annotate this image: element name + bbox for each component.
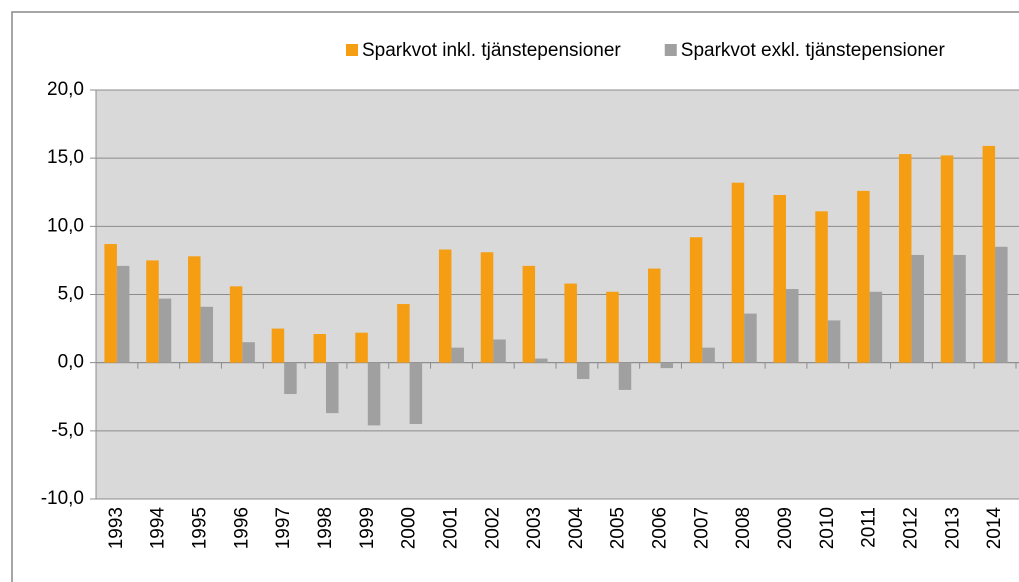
bar	[815, 211, 828, 363]
bar	[606, 291, 619, 363]
bar	[689, 237, 703, 363]
legend-swatch	[664, 44, 677, 56]
bar	[451, 347, 464, 363]
bar	[953, 254, 966, 363]
bar	[367, 362, 381, 426]
bar	[242, 342, 255, 363]
bar	[188, 256, 201, 363]
y-tick-label: -5,0	[51, 420, 84, 441]
bar	[786, 289, 799, 363]
bar	[660, 362, 674, 369]
bar	[773, 194, 786, 363]
bar	[857, 190, 870, 363]
x-tick-label: 2009	[775, 507, 796, 549]
x-tick-label: 2006	[650, 507, 671, 549]
x-tick-label: 1996	[231, 507, 252, 549]
bar	[271, 328, 285, 363]
bar	[576, 362, 590, 380]
x-tick-label: 2014	[984, 507, 1005, 550]
x-tick-label: 1995	[190, 507, 211, 549]
bar	[409, 362, 423, 425]
bar	[326, 362, 339, 414]
bar	[982, 145, 996, 363]
bar	[229, 286, 243, 363]
legend-swatch	[346, 44, 358, 56]
bar	[397, 304, 410, 363]
x-tick-label: 2001	[440, 507, 461, 549]
x-tick-label: 2013	[942, 507, 963, 549]
y-tick-label: 0,0	[58, 352, 84, 373]
legend-label: Sparkvot inkl. tjänstepensioner	[362, 40, 621, 61]
bar	[648, 268, 661, 363]
bar	[940, 155, 954, 363]
bar	[995, 246, 1008, 363]
y-tick-label: 10,0	[47, 215, 84, 236]
legend-label: Sparkvot exkl. tjänstepensioner	[681, 40, 946, 61]
y-tick-label: 15,0	[47, 147, 84, 168]
x-tick-label: 2004	[566, 507, 587, 550]
x-tick-label: 1997	[273, 507, 294, 549]
x-tick-label: 2007	[691, 507, 712, 549]
bar	[284, 362, 297, 395]
bar	[355, 332, 368, 363]
x-tick-label: 2010	[817, 507, 838, 549]
x-tick-label: 1999	[357, 507, 378, 549]
x-tick-label: 2002	[482, 507, 503, 549]
x-tick-label: 2008	[733, 507, 754, 549]
y-tick-label: -10,0	[41, 488, 84, 509]
bar	[827, 320, 841, 363]
x-tick-label: 2005	[608, 507, 629, 549]
bar	[480, 252, 494, 363]
x-tick-label: 1993	[106, 507, 127, 549]
y-tick-label: 20,0	[47, 79, 84, 100]
bar	[522, 265, 536, 363]
bar	[911, 254, 924, 363]
x-tick-label: 2000	[399, 507, 420, 549]
bar	[564, 283, 577, 363]
x-tick-label: 1998	[315, 507, 336, 549]
bar	[438, 249, 452, 363]
x-tick-label: 2003	[524, 507, 545, 549]
bar	[116, 265, 130, 363]
x-tick-label: 2011	[859, 507, 880, 548]
bar	[158, 298, 172, 363]
bar	[104, 244, 117, 363]
y-tick-label: 5,0	[58, 284, 84, 305]
bar	[313, 334, 326, 363]
bar	[493, 339, 506, 363]
bar	[898, 154, 912, 363]
bar	[702, 347, 715, 363]
bar	[200, 306, 214, 363]
bar	[535, 358, 548, 363]
bar	[744, 313, 757, 363]
bar	[869, 291, 883, 363]
x-tick-label: 1994	[148, 507, 169, 550]
bar	[146, 260, 159, 363]
bar	[731, 182, 745, 363]
x-tick-label: 2012	[900, 507, 921, 549]
bar	[618, 362, 632, 390]
